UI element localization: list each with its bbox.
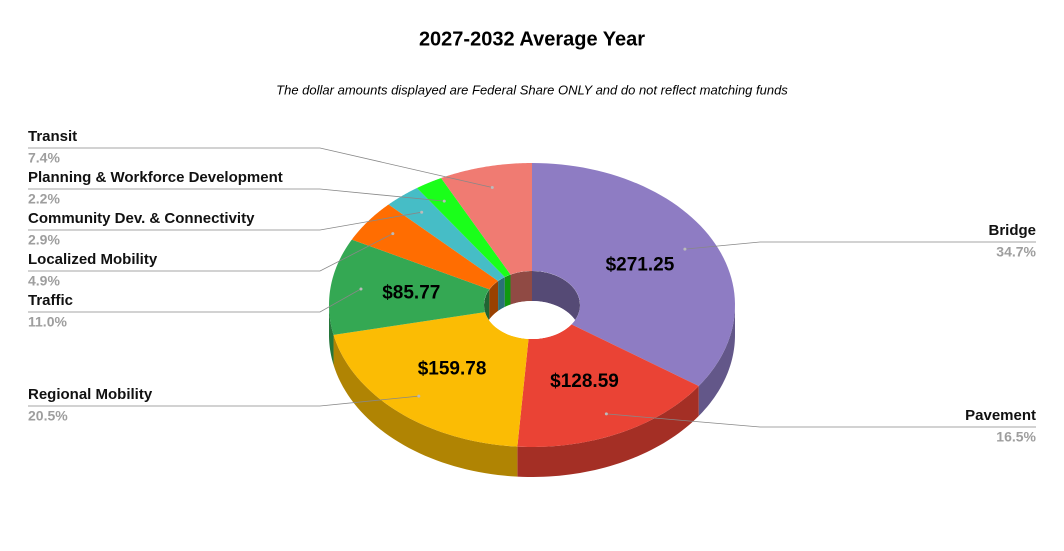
slice-inner-side xyxy=(504,274,511,307)
slice-side xyxy=(698,305,735,417)
donut-hole-floor xyxy=(484,301,580,339)
pie-slice xyxy=(329,239,490,335)
dollar-label: $85.77 xyxy=(382,283,440,304)
leader-dot xyxy=(359,287,363,291)
category-label: Pavement xyxy=(965,407,1036,424)
slice-inner-side xyxy=(489,280,499,320)
chart-subtitle: The dollar amounts displayed are Federal… xyxy=(276,82,788,97)
category-label: Traffic xyxy=(28,292,73,309)
pie-slice xyxy=(351,204,499,290)
leader-dot xyxy=(683,247,687,251)
leader-dot xyxy=(420,210,424,214)
pie-slice xyxy=(441,163,532,275)
slice-inner-side xyxy=(532,271,580,335)
dollar-label: $271.25 xyxy=(606,255,675,276)
category-label: Planning & Workforce Development xyxy=(28,169,283,186)
slice-side xyxy=(517,386,699,477)
leader-line xyxy=(28,288,362,313)
hole-walls xyxy=(484,271,580,339)
category-label: Localized Mobility xyxy=(28,251,158,268)
slice-side xyxy=(329,305,334,365)
leader-line xyxy=(28,211,422,231)
category-label: Bridge xyxy=(988,222,1036,239)
percent-label: 20.5% xyxy=(28,408,68,424)
pie-slice xyxy=(416,178,511,277)
category-label: Regional Mobility xyxy=(28,386,153,403)
slice-inner-side xyxy=(510,271,532,305)
leader-line xyxy=(28,188,445,202)
leader-line xyxy=(684,241,1036,250)
leader-dot xyxy=(490,186,494,190)
percent-label: 7.4% xyxy=(28,150,60,166)
percent-label: 4.9% xyxy=(28,273,60,289)
slice-inner-side xyxy=(498,276,505,311)
pie-slice xyxy=(532,163,735,387)
slice-side xyxy=(333,334,518,477)
category-label: Transit xyxy=(28,128,77,145)
leader-line xyxy=(28,233,393,272)
leader-dot xyxy=(417,394,421,398)
leader-dot xyxy=(604,412,608,416)
category-label: Community Dev. & Connectivity xyxy=(28,210,255,227)
leader-line xyxy=(606,413,1036,428)
dollar-label: $128.59 xyxy=(550,371,619,392)
dollar-label: $159.78 xyxy=(418,358,487,379)
leader-line xyxy=(28,395,419,407)
pie-walls xyxy=(329,305,735,477)
pie-slice xyxy=(517,324,699,447)
chart-title: 2027-2032 Average Year xyxy=(419,28,645,50)
percent-label: 34.7% xyxy=(996,244,1036,260)
percent-label: 2.2% xyxy=(28,191,60,207)
pie-slice xyxy=(388,188,505,281)
percent-label: 16.5% xyxy=(996,429,1036,445)
percent-label: 11.0% xyxy=(28,314,67,330)
leader-dot xyxy=(391,232,395,236)
percent-label: 2.9% xyxy=(28,232,60,248)
leader-line xyxy=(28,147,493,188)
leader-dot xyxy=(442,199,446,203)
pie-slice xyxy=(333,312,529,447)
